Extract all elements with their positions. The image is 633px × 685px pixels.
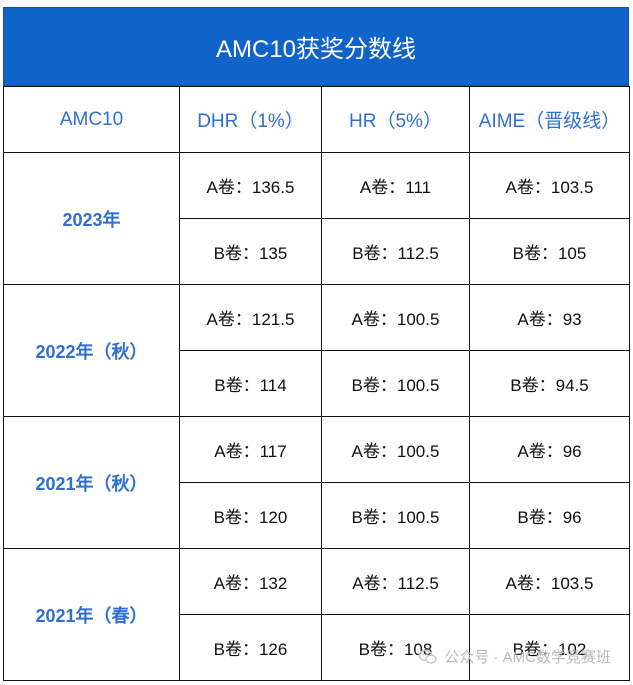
score-cell: A卷：111 — [321, 152, 470, 219]
year-cell: 2022年（秋） — [3, 284, 180, 417]
score-cell: A卷：132 — [179, 548, 322, 615]
year-cell: 2021年（秋） — [3, 416, 180, 549]
score-cell: A卷：100.5 — [321, 416, 470, 483]
score-cell: A卷：121.5 — [179, 284, 322, 351]
header-cell-hr: HR（5%） — [321, 86, 470, 153]
header-row: AMC10 DHR（1%） HR（5%） AIME（晋级线） — [3, 86, 630, 153]
score-cell: B卷：114 — [179, 350, 322, 417]
score-cell: B卷：126 — [179, 614, 322, 681]
score-cell: A卷：136.5 — [179, 152, 322, 219]
table-row: B卷：135 B卷：112.5 B卷：105 — [4, 218, 630, 285]
score-cell: B卷：100.5 — [321, 482, 470, 549]
year-cell: 2021年（春） — [3, 548, 180, 681]
score-cell: B卷：120 — [179, 482, 322, 549]
table-row: 2021年（秋） A卷：117 A卷：100.5 A卷：96 — [3, 416, 630, 549]
table-title: AMC10获奖分数线 — [3, 7, 629, 86]
header-cell-contest: AMC10 — [3, 86, 180, 153]
header-cell-dhr: DHR（1%） — [179, 86, 322, 153]
header-cell-aime: AIME（晋级线） — [469, 86, 630, 153]
score-cell: B卷：108 — [321, 614, 470, 681]
score-cell: A卷：112.5 — [321, 548, 470, 615]
score-cell: A卷：100.5 — [321, 284, 470, 351]
score-cell: B卷：135 — [179, 218, 322, 285]
score-cell: A卷：93 — [469, 284, 630, 351]
table-row: 2023年 A卷：136.5 A卷：111 A卷：103.5 — [3, 152, 630, 285]
score-cell: A卷：103.5 — [469, 548, 630, 615]
score-cell: B卷：94.5 — [469, 350, 630, 417]
score-cell: B卷：100.5 — [321, 350, 470, 417]
score-cell: B卷：112.5 — [321, 218, 470, 285]
table-row: 2022年（秋） A卷：121.5 A卷：100.5 A卷：93 — [3, 284, 630, 417]
year-cell: 2023年 — [3, 152, 180, 285]
score-cell: B卷：102 — [469, 614, 630, 681]
table-row: 2021年（春） A卷：132 A卷：112.5 A卷：103.5 — [3, 548, 630, 681]
score-cell: A卷：96 — [469, 416, 630, 483]
score-cell: A卷：103.5 — [469, 152, 630, 219]
score-table-card: AMC10获奖分数线 AMC10 DHR（1%） HR（5%） AIME（晋级线… — [3, 7, 630, 681]
table-row: B卷：114 B卷：100.5 B卷：94.5 — [4, 350, 630, 417]
score-table: AMC10 DHR（1%） HR（5%） AIME（晋级线） 2023年 A卷：… — [3, 86, 630, 681]
table-row: B卷：126 B卷：108 B卷：102 — [4, 614, 630, 681]
score-cell: B卷：105 — [469, 218, 630, 285]
score-cell: A卷：117 — [179, 416, 322, 483]
table-row: B卷：120 B卷：100.5 B卷：96 — [4, 482, 630, 549]
score-cell: B卷：96 — [469, 482, 630, 549]
